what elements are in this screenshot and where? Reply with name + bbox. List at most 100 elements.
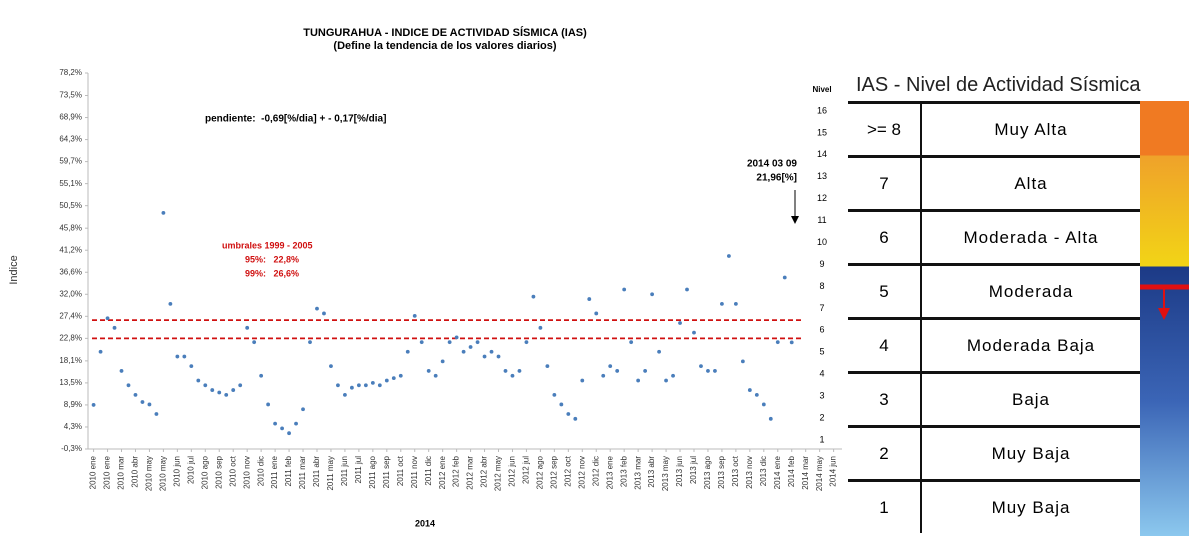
data-point: [594, 311, 599, 316]
table-title: IAS - Nivel de Actividad Sísmica: [856, 74, 1141, 96]
data-point: [699, 364, 703, 369]
y2-tick-label: 2: [819, 412, 824, 422]
threshold-label: 99%: 26,6%: [245, 268, 299, 278]
y-tick-label: 18,1%: [59, 356, 82, 365]
data-point: [252, 340, 257, 345]
data-point: [580, 378, 585, 383]
data-point: [573, 416, 578, 421]
data-point: [308, 340, 312, 345]
y2-tick-label: 7: [819, 303, 824, 313]
level-row: 1 Muy Baja: [848, 479, 1140, 533]
y2-tick-label: 16: [817, 105, 827, 115]
level-row: 7 Alta: [848, 155, 1140, 209]
x-tick-label: 2012 may: [494, 456, 503, 491]
y2-tick-label: 9: [819, 259, 824, 269]
data-point: [461, 349, 466, 354]
data-point: [747, 388, 752, 392]
data-point: [754, 392, 759, 397]
data-point: [259, 373, 264, 378]
y2-tick-label: 15: [817, 127, 827, 137]
data-point: [356, 383, 361, 388]
x-tick-label: 2010 mar: [117, 456, 126, 490]
level-number: 7: [848, 158, 922, 209]
x-tick-label: 2014 mar: [801, 456, 810, 490]
data-point: [210, 388, 215, 392]
level-row: 4 Moderada Baja: [848, 317, 1140, 371]
data-point: [489, 349, 494, 354]
x-tick-label: 2010 oct: [228, 455, 237, 486]
x-tick-label: 2010 may: [159, 456, 168, 491]
x-tick-label: 2013 feb: [619, 455, 628, 487]
x-tick-label: 2012 dic: [591, 456, 600, 486]
data-point: [720, 301, 724, 306]
y-tick-label: 41,2%: [59, 245, 82, 254]
level-description: Alta: [1014, 173, 1048, 193]
x-tick-label: 2010 dic: [256, 456, 265, 486]
data-point: [161, 210, 166, 215]
x-tick-label: 2011 dic: [424, 456, 433, 486]
level-number: 1: [848, 482, 922, 533]
x-tick-label: 2010 nov: [242, 456, 251, 489]
y-tick-label: 59,7%: [59, 157, 82, 166]
data-point: [706, 369, 710, 373]
x-tick-label: 2010 ago: [200, 455, 209, 489]
level-number: 4: [848, 320, 922, 371]
data-point: [782, 275, 787, 280]
x-tick-label: 2013 may: [661, 456, 670, 491]
data-point: [231, 388, 236, 392]
x-tick-label: 2012 jun: [508, 456, 517, 487]
y2-tick-label: 10: [817, 237, 827, 247]
data-point: [245, 325, 250, 330]
data-point: [343, 392, 347, 397]
y-axis-title: Indice: [8, 255, 20, 284]
x-tick-label: 2010 sep: [214, 455, 223, 488]
y-tick-label: 27,4%: [59, 311, 82, 320]
data-point: [391, 376, 396, 381]
data-point: [475, 340, 480, 345]
data-point: [433, 373, 438, 378]
x-tick-label: 2011 oct: [396, 455, 405, 486]
x-tick-label: 2012 jul: [522, 456, 531, 484]
data-point: [189, 364, 194, 369]
level-row: 5 Moderada: [848, 263, 1140, 317]
data-point: [140, 400, 145, 404]
data-point: [559, 402, 564, 407]
data-point: [426, 369, 431, 373]
y2-tick-label: 8: [819, 281, 824, 291]
level-description: Baja: [1011, 389, 1051, 409]
data-point: [168, 301, 173, 306]
data-point: [238, 383, 243, 388]
x-axis-title: 2014: [415, 518, 435, 528]
x-tick-label: 2012 ago: [536, 455, 545, 489]
data-point: [643, 369, 648, 373]
data-point: [601, 373, 606, 378]
level-description: Muy Baja: [991, 497, 1071, 517]
threshold-label: 95%: 22,8%: [245, 254, 299, 264]
data-point: [713, 369, 717, 373]
data-point: [301, 407, 305, 412]
x-tick-label: 2013 oct: [731, 455, 740, 486]
data-point: [636, 378, 641, 383]
data-point: [182, 354, 187, 359]
data-point: [273, 421, 278, 426]
x-tick-label: 2013 abr: [647, 456, 656, 488]
y2-tick-label: 3: [819, 391, 824, 401]
data-point: [336, 383, 340, 388]
data-point: [650, 292, 655, 297]
data-point: [294, 421, 298, 426]
data-point: [322, 311, 326, 316]
data-point: [105, 316, 110, 321]
data-point: [203, 383, 208, 388]
x-tick-label: 2010 ene: [103, 455, 112, 489]
data-point: [566, 412, 571, 416]
slope-note: pendiente: -0,69[%/dia] + - 0,17[%/dia]: [205, 114, 386, 125]
level-marker: [1140, 284, 1189, 320]
data-point: [126, 383, 131, 388]
y-tick-label: 55,1%: [59, 179, 82, 188]
data-point: [419, 340, 424, 345]
y-tick-label: 50,5%: [59, 201, 82, 210]
x-tick-label: 2011 jun: [340, 456, 349, 486]
data-point: [315, 306, 319, 311]
x-tick-label: 2013 sep: [717, 455, 726, 488]
y-tick-label: 73,5%: [59, 91, 82, 100]
